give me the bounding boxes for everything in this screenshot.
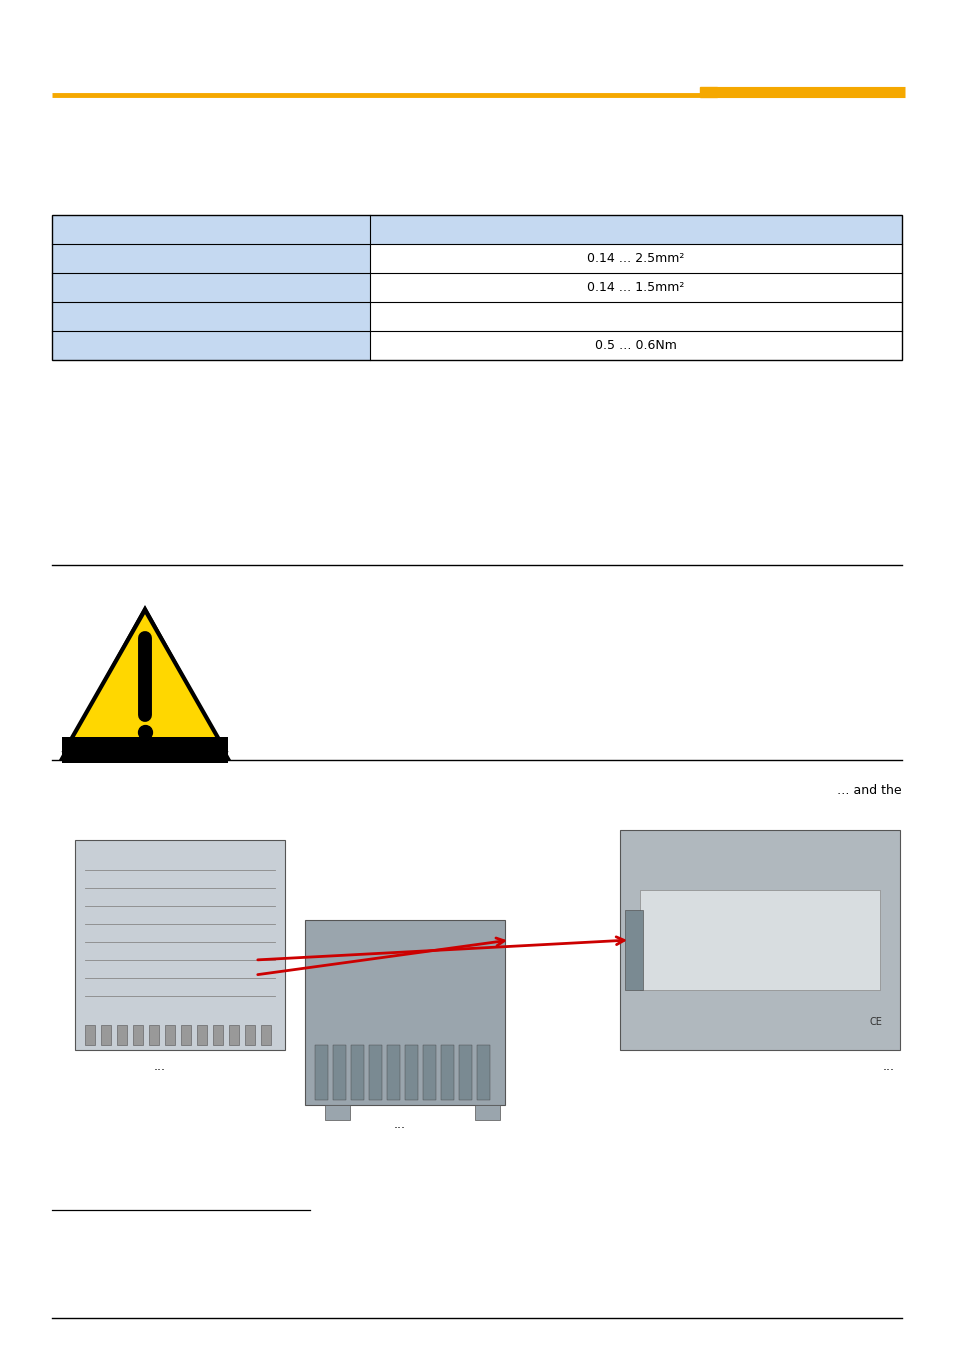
- Bar: [440, 1045, 454, 1100]
- Bar: [52, 273, 370, 302]
- Bar: [476, 1045, 490, 1100]
- Bar: [370, 302, 901, 331]
- Bar: [370, 215, 901, 244]
- Text: ...: ...: [153, 1060, 166, 1073]
- Bar: [85, 1025, 95, 1045]
- Bar: [52, 302, 370, 331]
- Bar: [370, 331, 901, 360]
- Bar: [475, 1106, 499, 1120]
- Bar: [229, 1025, 239, 1045]
- Text: CE: CE: [869, 1017, 882, 1027]
- Bar: [132, 1025, 143, 1045]
- Bar: [370, 244, 901, 273]
- Bar: [245, 1025, 254, 1045]
- Text: 0.14 … 2.5mm²: 0.14 … 2.5mm²: [587, 252, 684, 265]
- Text: ...: ...: [394, 1118, 406, 1131]
- Bar: [387, 1045, 399, 1100]
- Bar: [370, 273, 901, 302]
- Bar: [52, 331, 370, 360]
- Text: ...: ...: [882, 1060, 894, 1073]
- Polygon shape: [59, 605, 231, 760]
- Bar: [149, 1025, 159, 1045]
- Bar: [52, 215, 901, 360]
- Polygon shape: [65, 610, 225, 751]
- Bar: [314, 1045, 328, 1100]
- Bar: [619, 830, 899, 1050]
- Bar: [422, 1045, 436, 1100]
- Bar: [261, 1025, 271, 1045]
- Bar: [101, 1025, 111, 1045]
- Bar: [624, 910, 642, 990]
- Bar: [75, 840, 285, 1050]
- Bar: [305, 919, 504, 1106]
- Bar: [325, 1106, 350, 1120]
- Bar: [369, 1045, 381, 1100]
- Bar: [52, 244, 370, 273]
- Bar: [165, 1025, 174, 1045]
- Bar: [405, 1045, 417, 1100]
- Bar: [213, 1025, 223, 1045]
- Text: 0.14 … 1.5mm²: 0.14 … 1.5mm²: [587, 281, 684, 294]
- Bar: [196, 1025, 207, 1045]
- Bar: [351, 1045, 364, 1100]
- Text: 0.5 … 0.6Nm: 0.5 … 0.6Nm: [595, 339, 677, 352]
- Bar: [458, 1045, 472, 1100]
- Bar: [639, 890, 879, 990]
- Bar: [62, 737, 228, 763]
- Bar: [52, 215, 370, 244]
- Bar: [117, 1025, 127, 1045]
- Bar: [181, 1025, 191, 1045]
- Text: … and the: … and the: [837, 783, 901, 796]
- Polygon shape: [700, 86, 717, 97]
- Bar: [333, 1045, 346, 1100]
